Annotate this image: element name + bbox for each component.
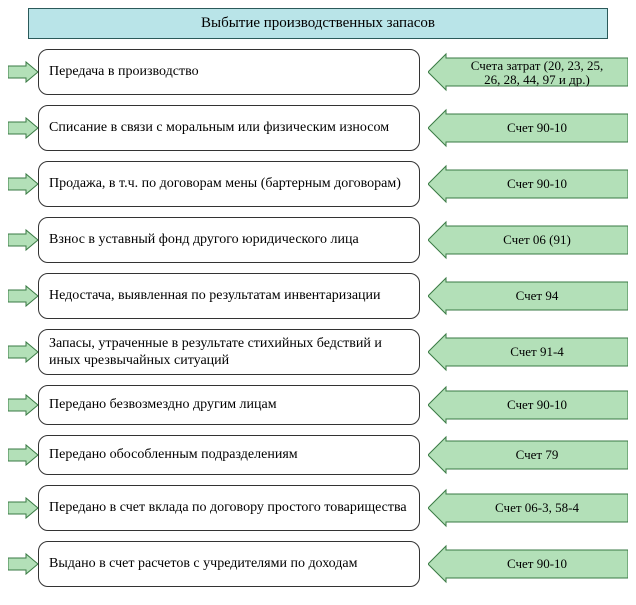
svg-text:Счет 06-3, 58-4: Счет 06-3, 58-4 bbox=[495, 500, 579, 515]
disposal-reason-box: Запасы, утраченные в результате стихийны… bbox=[38, 329, 420, 375]
account-arrow: Счет 94 bbox=[428, 273, 628, 319]
account-arrow: Счет 90-10 bbox=[428, 385, 628, 425]
svg-text:Счет 90-10: Счет 90-10 bbox=[507, 397, 567, 412]
diagram-row: Передано обособленным подразделениям Счет… bbox=[8, 435, 628, 475]
entry-arrow-icon bbox=[8, 49, 38, 95]
svg-text:Счет 06 (91): Счет 06 (91) bbox=[503, 232, 571, 247]
disposal-reason-box: Списание в связи с моральным или физичес… bbox=[38, 105, 420, 151]
entry-arrow-icon bbox=[8, 329, 38, 375]
disposal-reason-box: Передано в счет вклада по договору прост… bbox=[38, 485, 420, 531]
account-arrow: Счет 06 (91) bbox=[428, 217, 628, 263]
diagram-title: Выбытие производственных запасов bbox=[28, 8, 608, 39]
diagram-row: Передано в счет вклада по договору прост… bbox=[8, 485, 628, 531]
svg-text:Счет 90-10: Счет 90-10 bbox=[507, 176, 567, 191]
diagram-row: Недостача, выявленная по результатам инв… bbox=[8, 273, 628, 319]
account-arrow: Счет 90-10 bbox=[428, 161, 628, 207]
disposal-reason-box: Продажа, в т.ч. по договорам мены (барте… bbox=[38, 161, 420, 207]
account-arrow: Счет 06-3, 58-4 bbox=[428, 485, 628, 531]
svg-text:Счет 91-4: Счет 91-4 bbox=[510, 344, 564, 359]
entry-arrow-icon bbox=[8, 485, 38, 531]
svg-text:26, 28, 44, 97 и др.): 26, 28, 44, 97 и др.) bbox=[484, 72, 590, 87]
disposal-reason-box: Недостача, выявленная по результатам инв… bbox=[38, 273, 420, 319]
account-arrow: Счет 91-4 bbox=[428, 329, 628, 375]
diagram-row: Запасы, утраченные в результате стихийны… bbox=[8, 329, 628, 375]
diagram-row: Передача в производствоСчета затрат (20,… bbox=[8, 49, 628, 95]
account-arrow: Счет 90-10 bbox=[428, 105, 628, 151]
disposal-reason-box: Передано безвозмездно другим лицам bbox=[38, 385, 420, 425]
entry-arrow-icon bbox=[8, 105, 38, 151]
diagram-row: Передано безвозмездно другим лицам Счет 9… bbox=[8, 385, 628, 425]
svg-text:Счета затрат (20, 23, 25,: Счета затрат (20, 23, 25, bbox=[471, 58, 604, 73]
diagram-row: Списание в связи с моральным или физичес… bbox=[8, 105, 628, 151]
account-arrow: Счет 90-10 bbox=[428, 541, 628, 587]
entry-arrow-icon bbox=[8, 273, 38, 319]
svg-text:Счет 94: Счет 94 bbox=[516, 288, 559, 303]
entry-arrow-icon bbox=[8, 435, 38, 475]
disposal-reason-box: Передано обособленным подразделениям bbox=[38, 435, 420, 475]
disposal-reason-box: Передача в производство bbox=[38, 49, 420, 95]
svg-text:Счет 79: Счет 79 bbox=[516, 447, 559, 462]
account-arrow: Счет 79 bbox=[428, 435, 628, 475]
disposal-reason-box: Взнос в уставный фонд другого юридическо… bbox=[38, 217, 420, 263]
disposal-reason-box: Выдано в счет расчетов с учредителями по… bbox=[38, 541, 420, 587]
diagram-row: Взнос в уставный фонд другого юридическо… bbox=[8, 217, 628, 263]
diagram-row: Продажа, в т.ч. по договорам мены (барте… bbox=[8, 161, 628, 207]
entry-arrow-icon bbox=[8, 385, 38, 425]
svg-text:Счет 90-10: Счет 90-10 bbox=[507, 556, 567, 571]
account-arrow: Счета затрат (20, 23, 25,26, 28, 44, 97 … bbox=[428, 49, 628, 95]
entry-arrow-icon bbox=[8, 541, 38, 587]
diagram-row: Выдано в счет расчетов с учредителями по… bbox=[8, 541, 628, 587]
svg-text:Счет 90-10: Счет 90-10 bbox=[507, 120, 567, 135]
entry-arrow-icon bbox=[8, 161, 38, 207]
entry-arrow-icon bbox=[8, 217, 38, 263]
